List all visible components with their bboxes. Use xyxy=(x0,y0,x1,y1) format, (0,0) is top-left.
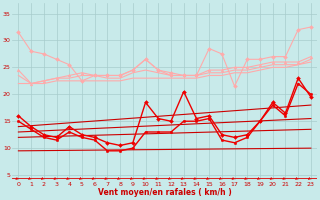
X-axis label: Vent moyen/en rafales ( km/h ): Vent moyen/en rafales ( km/h ) xyxy=(98,188,231,197)
